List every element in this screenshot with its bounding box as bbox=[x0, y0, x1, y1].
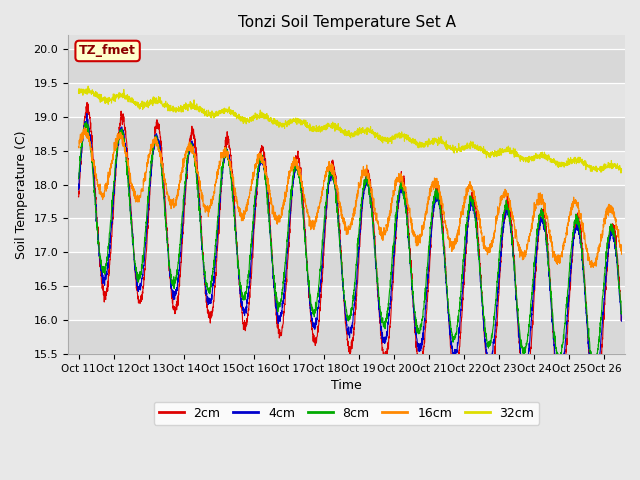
X-axis label: Time: Time bbox=[331, 379, 362, 392]
Legend: 2cm, 4cm, 8cm, 16cm, 32cm: 2cm, 4cm, 8cm, 16cm, 32cm bbox=[154, 402, 540, 425]
Bar bbox=[68, 184, 625, 218]
Bar bbox=[68, 320, 625, 354]
Bar bbox=[68, 286, 625, 320]
Title: Tonzi Soil Temperature Set A: Tonzi Soil Temperature Set A bbox=[237, 15, 456, 30]
Bar bbox=[68, 83, 625, 117]
Bar bbox=[68, 252, 625, 286]
Bar bbox=[68, 49, 625, 83]
Bar bbox=[68, 218, 625, 252]
Bar bbox=[68, 151, 625, 184]
Text: TZ_fmet: TZ_fmet bbox=[79, 45, 136, 58]
Y-axis label: Soil Temperature (C): Soil Temperature (C) bbox=[15, 131, 28, 259]
Bar bbox=[68, 117, 625, 151]
